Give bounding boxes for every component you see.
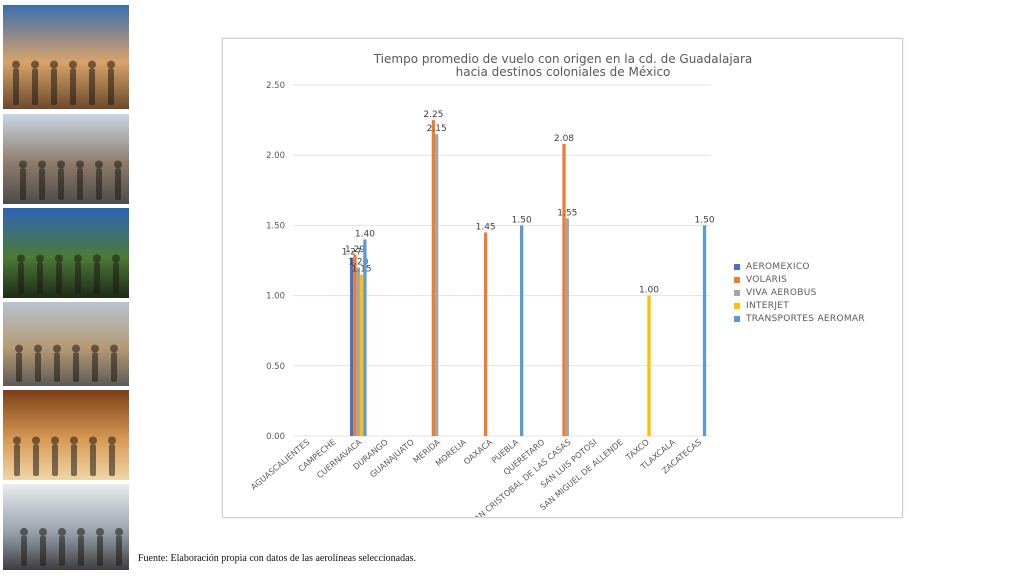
legend-item: VOLARIS <box>734 273 865 286</box>
data-label: 1.00 <box>639 286 659 296</box>
legend-label: VIVA AEROBUS <box>746 287 817 298</box>
bar-volaris <box>562 143 566 436</box>
bar-aeromexico <box>350 257 354 436</box>
legend-label: INTERJET <box>746 300 790 311</box>
bar-transportes-aeromar <box>363 239 367 436</box>
data-label: 1.29 <box>345 245 365 255</box>
bar-interjet <box>647 295 651 436</box>
bar-chart: Tiempo promedio de vuelo con origen en l… <box>249 52 753 517</box>
data-label: 1.15 <box>352 265 372 275</box>
chart-card: Tiempo promedio de vuelo con origen en l… <box>222 38 903 518</box>
y-tick-label: 2.50 <box>266 81 285 91</box>
data-label: 2.25 <box>423 110 443 120</box>
data-label: 1.50 <box>512 215 532 225</box>
legend-swatch <box>734 263 740 270</box>
data-label: 1.50 <box>695 215 715 225</box>
photo-strip <box>3 5 129 571</box>
bar-viva-aerobus <box>565 218 569 436</box>
legend-swatch <box>734 302 740 309</box>
legend-item: TRANSPORTES AEROMAR <box>734 312 865 325</box>
legend-swatch <box>734 276 740 283</box>
bar-volaris <box>483 232 488 436</box>
bar-transportes-aeromar <box>520 225 524 436</box>
y-tick-label: 1.00 <box>266 292 285 302</box>
photo-hotel-room <box>3 390 129 480</box>
data-label: 1.27 <box>342 248 362 258</box>
data-label: 1.55 <box>557 208 577 218</box>
chart-legend: AEROMEXICO VOLARIS VIVA AEROBUS INTERJET TRA… <box>734 260 865 325</box>
photo-church-plaza <box>3 302 129 386</box>
data-label: 1.45 <box>476 222 496 232</box>
data-label: 1.20 <box>348 258 368 268</box>
bar-volaris <box>353 254 357 436</box>
y-tick-label: 2.00 <box>266 151 285 161</box>
chart-title: Tiempo promedio de vuelo con origen en l… <box>373 52 753 79</box>
data-label: 2.08 <box>554 134 574 144</box>
legend-item: INTERJET <box>734 299 865 312</box>
legend-item: VIVA AEROBUS <box>734 286 865 299</box>
data-label: 2.15 <box>427 124 447 134</box>
x-tick-label: OAXACA <box>462 437 495 467</box>
photo-couple-rooftop <box>3 5 129 109</box>
legend-label: VOLARIS <box>746 274 788 285</box>
legend-swatch <box>734 315 740 322</box>
legend-label: TRANSPORTES AEROMAR <box>746 313 865 324</box>
data-label: 1.40 <box>355 229 375 239</box>
legend-item: AEROMEXICO <box>734 260 865 273</box>
y-tick-label: 1.50 <box>266 221 285 231</box>
photo-garden-terrace <box>3 208 129 298</box>
photo-shopping-crowd <box>3 484 129 570</box>
bar-viva-aerobus <box>356 267 360 436</box>
bar-volaris <box>431 120 436 436</box>
y-tick-label: 0.50 <box>266 362 285 372</box>
bar-interjet <box>359 274 364 436</box>
y-tick-label: 0.00 <box>266 432 285 442</box>
legend-swatch <box>734 289 740 296</box>
source-note: Fuente: Elaboración propia con datos de … <box>138 553 416 564</box>
legend-label: AEROMEXICO <box>746 261 810 272</box>
photo-street-crowd <box>3 114 129 204</box>
bar-transportes-aeromar <box>702 225 707 436</box>
bar-viva-aerobus <box>435 134 439 436</box>
